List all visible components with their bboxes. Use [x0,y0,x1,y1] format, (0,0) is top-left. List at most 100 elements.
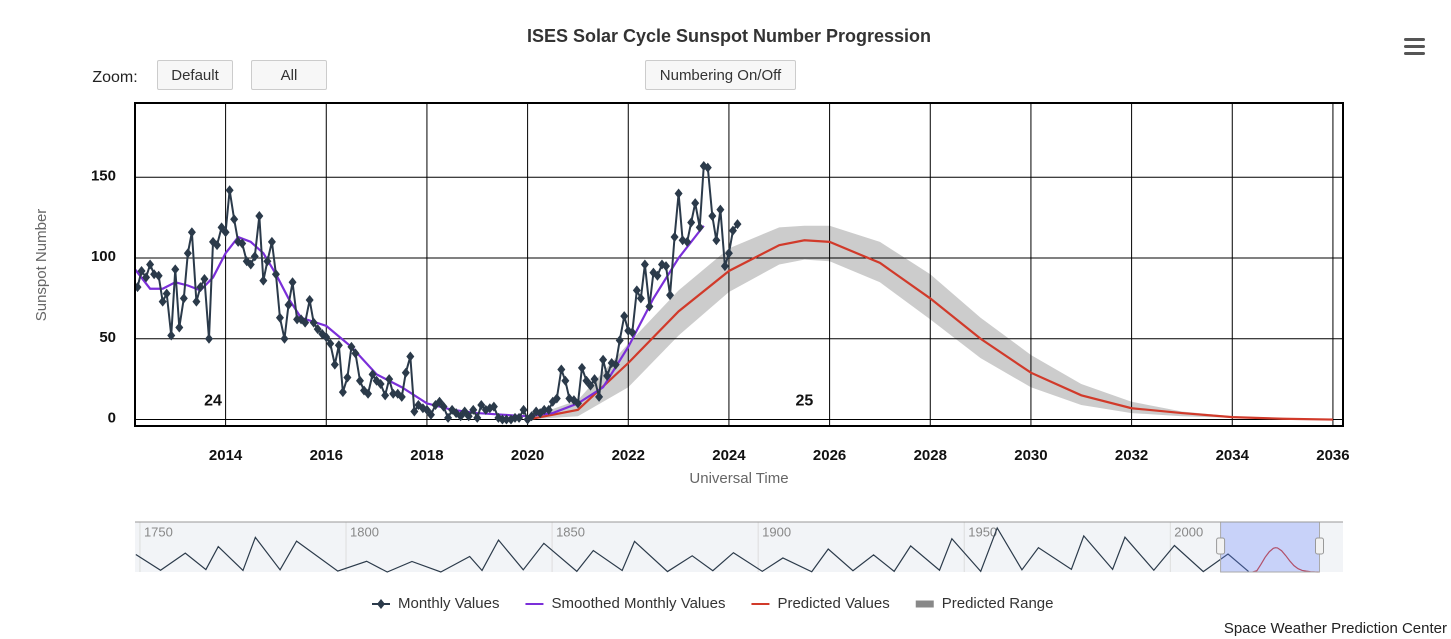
data-point [271,269,280,280]
series-line [135,225,705,418]
plot-border [134,102,1344,427]
cycle-label: 25 [796,393,814,410]
legend-label[interactable]: Monthly Values [398,595,499,612]
data-point [586,380,595,391]
data-point [192,296,201,307]
data-point [330,359,339,370]
navigator-handle[interactable] [1216,537,1226,555]
legend-symbol [377,599,385,609]
data-point [376,379,385,390]
menu-bar[interactable] [1404,52,1425,55]
data-point [519,404,528,415]
data-point [183,248,192,259]
data-point [284,299,293,310]
navigator-handle[interactable] [1315,537,1325,555]
zoom-label: Zoom: [92,69,137,86]
data-point [691,198,700,209]
data-point [464,411,473,422]
x-tick-label: 2028 [914,447,947,464]
data-point [142,272,151,283]
data-point [426,409,435,420]
data-point [670,232,679,243]
data-point [162,288,171,299]
data-point [225,185,234,196]
series-line [527,239,1333,421]
series-layer [135,160,1333,425]
data-point [573,398,582,409]
data-point [406,351,415,362]
navigator-tick-label: 1800 [350,524,379,539]
y-tick-label: 0 [108,410,116,427]
data-point [666,290,675,301]
data-point [653,270,662,281]
x-tick-label: 2032 [1115,447,1148,464]
data-point [355,375,364,386]
x-tick-label: 2024 [712,447,746,464]
data-point [444,412,453,423]
data-point [687,217,696,228]
data-point [259,275,268,286]
y-tick-label: 100 [91,248,116,265]
data-point [502,414,511,425]
data-point [309,317,318,328]
navigator-tick-label: 1900 [762,524,791,539]
data-point [397,391,406,402]
legend-label[interactable]: Predicted Range [942,595,1054,612]
data-point [410,406,419,417]
data-point [381,390,390,401]
menu-icon[interactable] [1404,38,1425,55]
data-point [334,340,343,351]
x-tick-label: 2034 [1216,447,1250,464]
legend-label[interactable]: Smoothed Monthly Values [551,595,725,612]
data-point [720,261,729,272]
data-point [230,214,239,225]
menu-bar[interactable] [1404,38,1425,41]
data-point [401,367,410,378]
data-point [645,301,654,312]
x-tick-label: 2036 [1316,447,1349,464]
data-point [477,400,486,411]
numbering-button[interactable]: Numbering On/Off [645,60,796,90]
data-point [469,404,478,415]
navigator-tick-label: 1850 [556,524,585,539]
data-point [683,236,692,247]
data-point [389,388,398,399]
data-point [561,375,570,386]
data-point [351,348,360,359]
data-point [716,204,725,215]
data-point [171,264,180,275]
data-point [275,312,284,323]
data-point [498,414,507,425]
data-point [326,338,335,349]
navigator-background [135,522,1343,572]
x-tick-label: 2030 [1014,447,1047,464]
data-point [154,270,163,281]
data-point [158,296,167,307]
data-point [385,374,394,385]
data-point [724,248,733,259]
data-point [288,277,297,288]
data-point [728,225,737,236]
navigator-tick-label: 1950 [968,524,997,539]
data-point [733,219,742,230]
legend-label[interactable]: Predicted Values [777,595,889,612]
data-point [368,369,377,380]
navigator-selection[interactable] [1220,521,1321,573]
cycle-label: 24 [204,393,222,410]
data-point [204,333,213,344]
data-point [615,335,624,346]
data-point [179,293,188,304]
data-point [347,341,356,352]
zoom-default-button[interactable]: Default [157,60,233,90]
menu-bar[interactable] [1404,45,1425,48]
zoom-all-button[interactable]: All [251,60,327,90]
navigator-tick-label: 2000 [1174,524,1203,539]
y-axis-label: Sunspot Number [33,209,50,322]
data-point [628,327,637,338]
x-axis-label: Universal Time [689,470,788,487]
data-point [636,293,645,304]
x-tick-label: 2022 [612,447,645,464]
data-point [305,295,314,306]
x-tick-label: 2014 [209,447,243,464]
